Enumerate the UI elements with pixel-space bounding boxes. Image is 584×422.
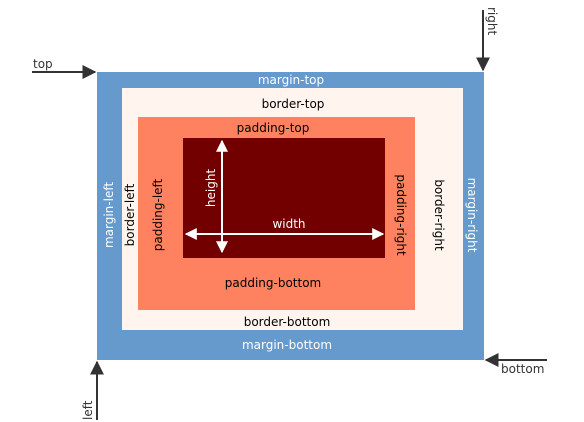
left-label: left <box>81 400 95 420</box>
border-bottom-label: border-bottom <box>244 315 331 329</box>
margin-bottom-label: margin-bottom <box>242 338 332 352</box>
border-right-label: border-right <box>432 179 446 251</box>
margin-top-label: margin-top <box>258 73 324 87</box>
margin-right-label: margin-right <box>465 178 479 253</box>
border-top-label: border-top <box>262 97 325 111</box>
padding-bottom-label: padding-bottom <box>225 276 322 290</box>
height-label: height <box>204 169 218 208</box>
width-label: width <box>272 217 305 231</box>
padding-right-label: padding-right <box>394 174 408 256</box>
right-label: right <box>485 7 499 35</box>
padding-top-label: padding-top <box>237 121 310 135</box>
top-label: top <box>33 57 53 71</box>
border-left-label: border-left <box>123 183 137 246</box>
padding-left-label: padding-left <box>151 178 165 251</box>
bottom-label: bottom <box>501 362 544 376</box>
margin-left-label: margin-left <box>102 182 116 248</box>
